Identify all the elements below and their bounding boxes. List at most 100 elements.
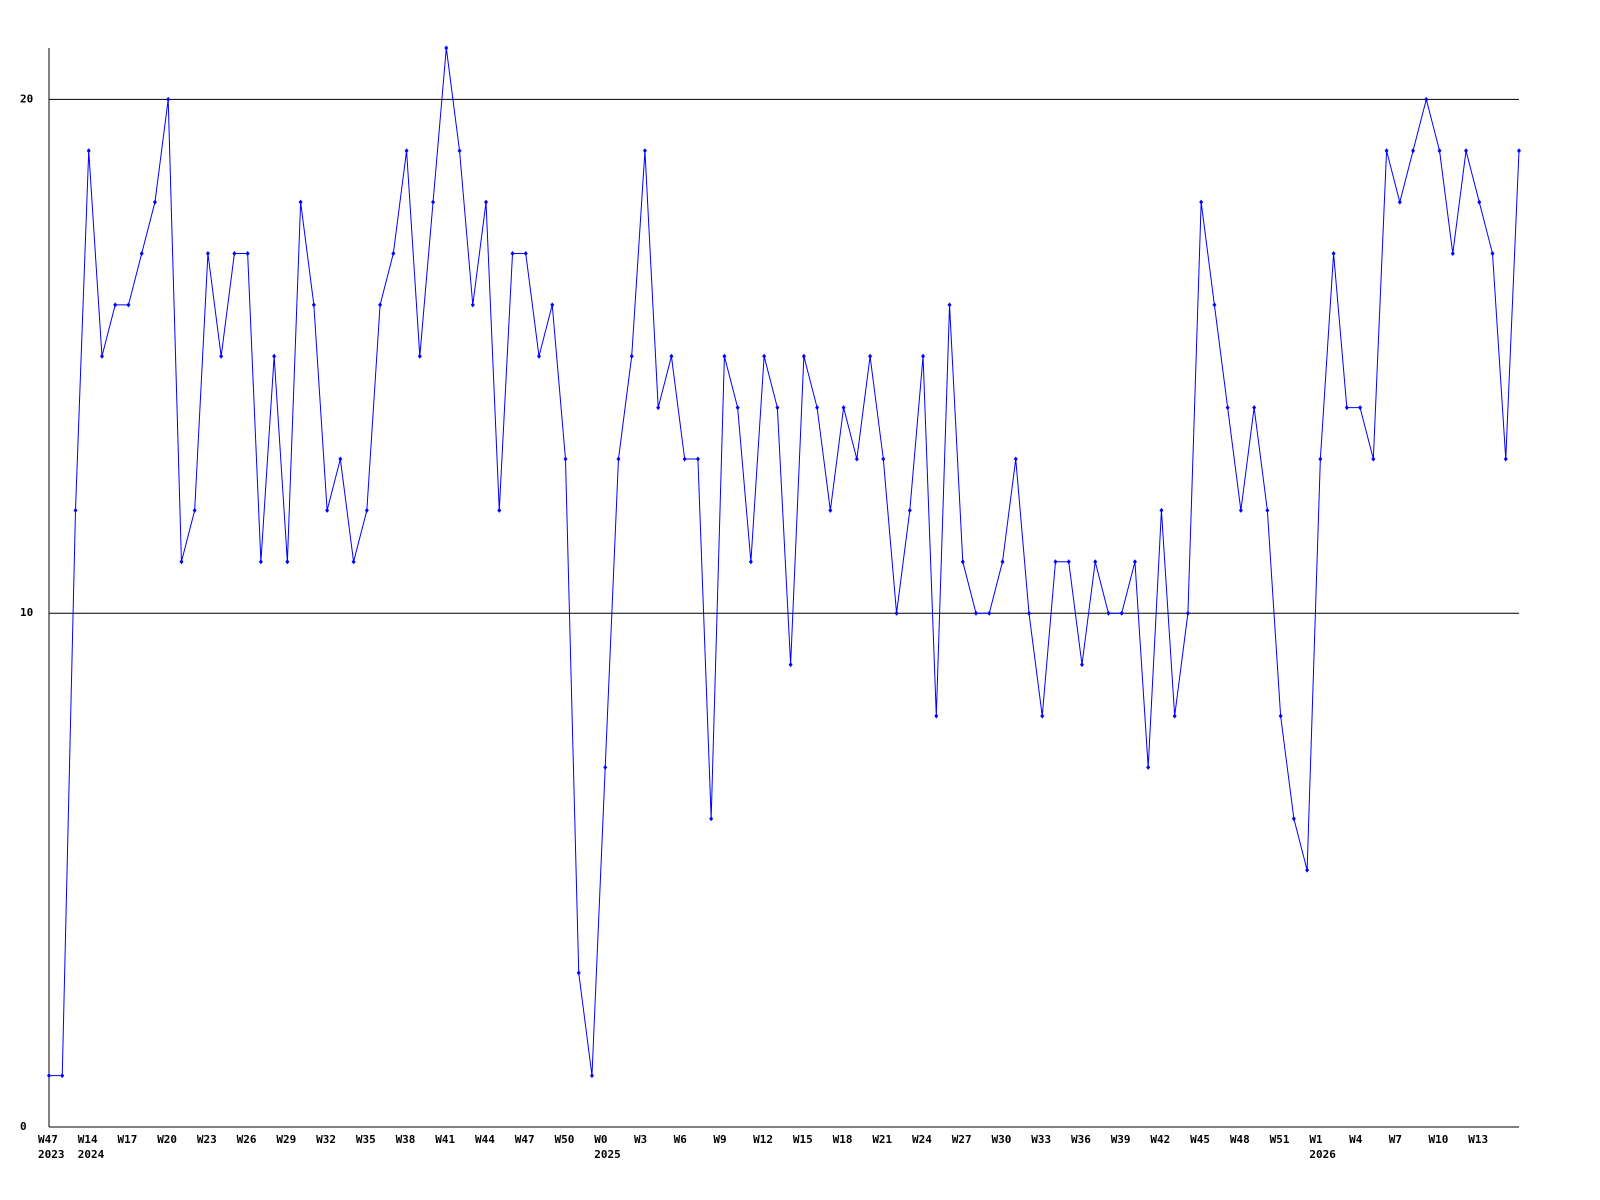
point-marker	[854, 456, 859, 462]
x-tick-label: W24	[912, 1133, 932, 1146]
point-marker	[470, 302, 475, 308]
x-tick-label: W32	[316, 1133, 336, 1146]
x-tick-label: W1	[1309, 1133, 1323, 1146]
point-marker	[1000, 559, 1005, 565]
point-marker	[510, 251, 515, 257]
y-tick-label: 10	[20, 606, 33, 619]
point-marker	[1079, 662, 1084, 668]
point-marker	[1384, 148, 1389, 154]
point-marker	[537, 353, 541, 359]
x-tick-label: W30	[992, 1133, 1012, 1146]
point-marker	[815, 405, 820, 411]
point-marker	[113, 302, 118, 308]
x-tick-label: W21	[872, 1133, 892, 1146]
point-marker	[1199, 199, 1204, 205]
point-marker	[603, 764, 608, 770]
x-tick-label: W23	[197, 1133, 217, 1146]
x-tick-label: W13	[1468, 1133, 1488, 1146]
point-marker	[1450, 251, 1455, 257]
point-marker	[364, 507, 369, 513]
point-marker	[576, 970, 581, 976]
point-marker	[205, 251, 210, 257]
point-marker	[1371, 456, 1376, 462]
point-marker	[1278, 713, 1283, 719]
point-marker	[841, 405, 846, 411]
point-marker	[1252, 405, 1257, 411]
point-marker	[298, 199, 303, 205]
point-marker	[828, 507, 833, 513]
y-tick-label: 0	[20, 1120, 27, 1133]
series-line	[49, 47, 1520, 1077]
point-marker	[166, 96, 171, 102]
point-marker	[311, 302, 316, 308]
point-marker	[1331, 251, 1336, 257]
x-tick-label: W38	[396, 1133, 416, 1146]
point-marker	[1424, 96, 1429, 102]
point-marker	[947, 302, 952, 308]
x-tick-label: W44	[475, 1133, 495, 1146]
x-tick-label: W15	[793, 1133, 813, 1146]
y-tick-label: 20	[20, 92, 33, 105]
point-marker	[1106, 610, 1111, 616]
x-tick-label: W42	[1150, 1133, 1170, 1146]
point-marker	[431, 199, 436, 205]
point-marker	[1146, 764, 1151, 770]
x-tick-label: W47	[515, 1133, 535, 1146]
point-marker	[258, 559, 263, 565]
point-marker	[974, 610, 979, 616]
x-year-label: 2025	[594, 1148, 621, 1161]
point-marker	[656, 405, 661, 411]
point-marker	[60, 1073, 65, 1079]
point-marker	[391, 251, 396, 257]
point-marker	[669, 353, 674, 359]
point-marker	[1238, 507, 1243, 513]
point-marker	[722, 353, 727, 359]
point-marker	[709, 816, 714, 822]
x-tick-label: W33	[1031, 1133, 1051, 1146]
x-tick-label: W35	[356, 1133, 376, 1146]
point-marker	[801, 353, 806, 359]
point-marker	[1066, 559, 1071, 565]
x-tick-label: W27	[952, 1133, 972, 1146]
point-marker	[907, 507, 912, 513]
point-marker	[325, 507, 330, 513]
point-marker	[775, 405, 780, 411]
point-marker	[285, 559, 290, 565]
x-tick-label: W4	[1349, 1133, 1363, 1146]
point-marker	[232, 251, 237, 257]
point-marker	[1411, 148, 1416, 154]
point-marker	[1305, 867, 1310, 873]
x-tick-label: W48	[1230, 1133, 1250, 1146]
x-tick-label: W6	[674, 1133, 688, 1146]
x-year-label: 2024	[78, 1148, 105, 1161]
x-tick-label: W51	[1270, 1133, 1290, 1146]
point-marker	[351, 559, 356, 565]
point-marker	[616, 456, 621, 462]
point-marker	[1093, 559, 1098, 565]
x-tick-label: W47	[38, 1133, 58, 1146]
point-marker	[73, 507, 78, 513]
x-tick-label: W3	[634, 1133, 647, 1146]
point-marker	[748, 559, 753, 565]
point-marker	[881, 456, 886, 462]
point-marker	[272, 353, 277, 359]
point-marker	[1132, 559, 1137, 565]
x-tick-label: W0	[594, 1133, 607, 1146]
point-marker	[139, 251, 144, 257]
x-tick-label: W7	[1389, 1133, 1402, 1146]
point-marker	[338, 456, 343, 462]
x-tick-label: W18	[833, 1133, 853, 1146]
x-tick-label: W41	[435, 1133, 455, 1146]
point-marker	[735, 405, 740, 411]
x-year-label: 2023	[38, 1148, 65, 1161]
x-tick-label: W39	[1111, 1133, 1131, 1146]
x-tick-label: W14	[78, 1133, 98, 1146]
x-tick-label: W17	[117, 1133, 137, 1146]
point-marker	[788, 662, 793, 668]
point-marker	[629, 353, 634, 359]
point-marker	[47, 1073, 51, 1079]
x-year-label: 2026	[1309, 1148, 1336, 1161]
x-tick-label: W36	[1071, 1133, 1091, 1146]
